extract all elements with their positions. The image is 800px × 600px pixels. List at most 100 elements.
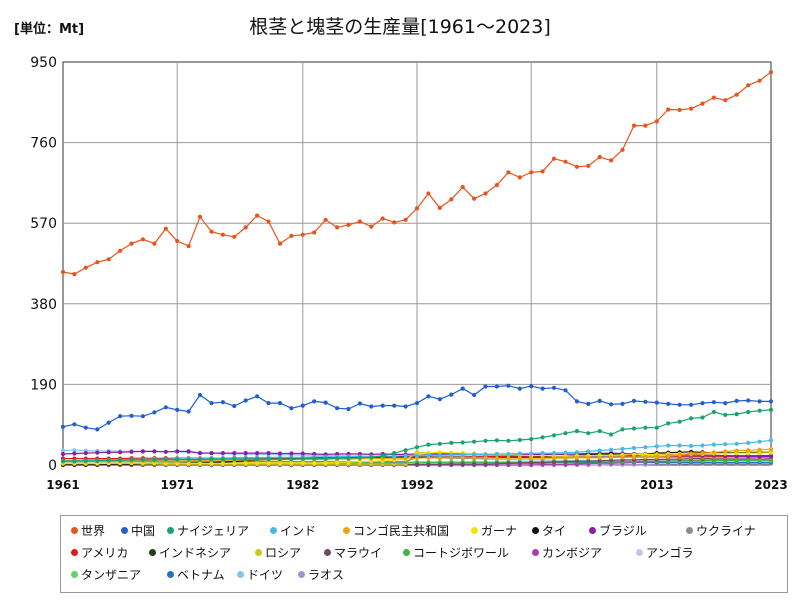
data-point bbox=[757, 399, 762, 404]
data-point bbox=[540, 169, 545, 174]
data-point bbox=[757, 408, 762, 413]
data-point bbox=[414, 445, 420, 450]
data-point bbox=[129, 457, 134, 462]
legend-item: 世界 bbox=[71, 522, 105, 539]
data-point bbox=[209, 451, 214, 456]
data-point bbox=[574, 429, 580, 434]
data-point bbox=[357, 459, 362, 464]
data-point bbox=[597, 398, 602, 403]
data-point bbox=[312, 399, 317, 404]
data-point bbox=[517, 460, 522, 465]
x-tick-label: 1971 bbox=[160, 478, 193, 492]
legend-marker bbox=[270, 527, 277, 534]
legend-label: 中国 bbox=[131, 524, 156, 538]
data-point bbox=[494, 451, 499, 457]
legend-marker bbox=[71, 527, 78, 534]
data-point bbox=[757, 78, 762, 83]
chart-title: 根茎と塊茎の生産量[1961～2023] bbox=[249, 16, 551, 38]
data-point bbox=[677, 107, 682, 112]
data-point bbox=[300, 451, 305, 456]
data-point bbox=[60, 269, 66, 275]
data-point bbox=[300, 403, 305, 408]
data-point bbox=[449, 392, 454, 397]
data-point bbox=[609, 447, 614, 452]
legend-label: タンザニア bbox=[81, 568, 142, 582]
data-point bbox=[437, 441, 442, 446]
data-point bbox=[494, 438, 499, 443]
data-point bbox=[746, 440, 751, 445]
data-point bbox=[323, 217, 328, 222]
data-point bbox=[255, 460, 260, 465]
legend-marker bbox=[255, 549, 262, 556]
data-point bbox=[232, 403, 237, 409]
unit-label: [単位：Mt] bbox=[14, 22, 85, 37]
legend-item: ドイツ bbox=[237, 566, 283, 583]
data-point bbox=[746, 83, 751, 88]
data-point bbox=[460, 386, 465, 391]
x-tick-label: 2023 bbox=[754, 478, 787, 492]
data-point bbox=[734, 441, 739, 446]
x-tick-label: 1992 bbox=[400, 478, 433, 492]
data-point bbox=[574, 459, 580, 464]
data-point bbox=[506, 456, 511, 461]
data-point bbox=[540, 386, 545, 391]
data-point bbox=[449, 462, 454, 467]
data-point bbox=[654, 400, 659, 405]
data-point bbox=[631, 455, 637, 460]
data-point bbox=[700, 443, 705, 448]
legend-item: タイ bbox=[532, 522, 566, 539]
data-point bbox=[586, 459, 591, 464]
data-point bbox=[677, 443, 682, 448]
data-point bbox=[197, 457, 203, 462]
data-point bbox=[734, 92, 739, 97]
data-point bbox=[540, 435, 545, 440]
data-point bbox=[186, 409, 191, 414]
data-point bbox=[243, 398, 248, 403]
data-point bbox=[266, 460, 271, 465]
data-point bbox=[277, 241, 283, 246]
data-point bbox=[631, 445, 637, 451]
legend-item: インドネシア bbox=[149, 544, 231, 561]
data-point bbox=[506, 170, 511, 175]
data-point bbox=[243, 460, 248, 465]
legend-label: ロシア bbox=[265, 546, 302, 560]
data-point bbox=[437, 450, 442, 455]
data-point bbox=[437, 462, 442, 467]
legend-marker bbox=[237, 571, 244, 578]
data-point bbox=[186, 244, 191, 249]
data-point bbox=[426, 453, 431, 458]
legend-item: コンゴ民主共和国 bbox=[343, 522, 449, 539]
data-point bbox=[746, 454, 751, 459]
data-point bbox=[60, 451, 66, 457]
data-point bbox=[677, 402, 682, 407]
data-point bbox=[152, 410, 157, 415]
data-point bbox=[768, 70, 774, 75]
data-point bbox=[768, 407, 774, 412]
data-point bbox=[643, 454, 648, 459]
data-point bbox=[72, 451, 77, 456]
data-point bbox=[700, 451, 705, 456]
data-point bbox=[666, 401, 671, 406]
data-point bbox=[346, 459, 351, 465]
data-point bbox=[609, 402, 614, 407]
data-point bbox=[472, 452, 477, 457]
data-point bbox=[60, 459, 66, 464]
data-point bbox=[437, 453, 442, 458]
data-point bbox=[175, 238, 180, 244]
data-point bbox=[643, 399, 648, 404]
legend-label: インドネシア bbox=[159, 546, 232, 560]
data-point bbox=[768, 438, 774, 443]
data-point bbox=[586, 163, 591, 168]
data-point bbox=[586, 401, 591, 406]
data-point bbox=[757, 451, 762, 456]
data-point bbox=[277, 457, 283, 462]
data-point bbox=[369, 224, 374, 229]
data-point bbox=[689, 416, 694, 421]
data-point bbox=[700, 415, 705, 420]
legend-marker bbox=[532, 549, 539, 556]
data-point bbox=[574, 455, 580, 460]
data-point bbox=[529, 460, 534, 465]
data-point bbox=[654, 444, 659, 449]
data-point bbox=[197, 461, 203, 466]
data-point bbox=[757, 439, 762, 444]
